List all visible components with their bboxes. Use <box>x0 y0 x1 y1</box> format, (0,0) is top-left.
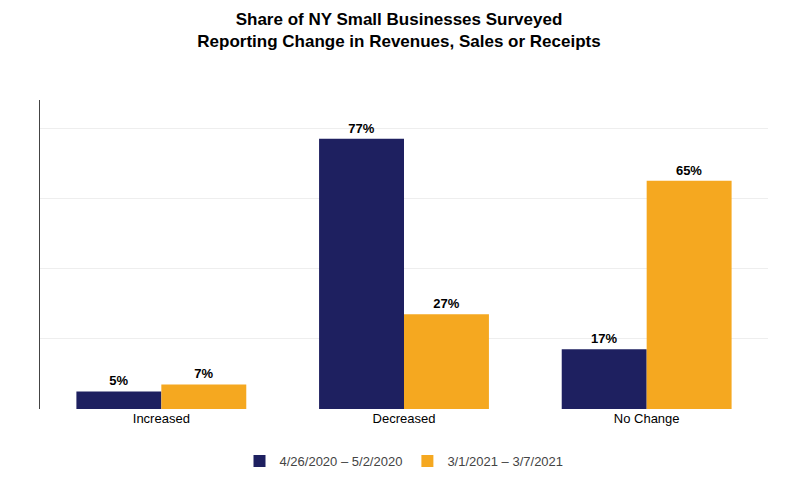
svg-text:5%: 5% <box>109 373 128 388</box>
svg-text:17%: 17% <box>591 331 617 346</box>
svg-text:Decreased: Decreased <box>373 411 436 426</box>
svg-text:77%: 77% <box>348 121 374 136</box>
svg-text:4/26/2020 – 5/2/2020: 4/26/2020 – 5/2/2020 <box>280 454 403 469</box>
svg-text:65%: 65% <box>676 163 702 178</box>
svg-text:27%: 27% <box>433 296 459 311</box>
svg-text:3/1/2021 – 3/7/2021: 3/1/2021 – 3/7/2021 <box>447 454 563 469</box>
svg-text:7%: 7% <box>194 366 213 381</box>
svg-text:Increased: Increased <box>133 411 190 426</box>
svg-text:Share of NY Small Businesses S: Share of NY Small Businesses SurveyedRep… <box>197 10 600 51</box>
svg-text:No Change: No Change <box>614 411 680 426</box>
